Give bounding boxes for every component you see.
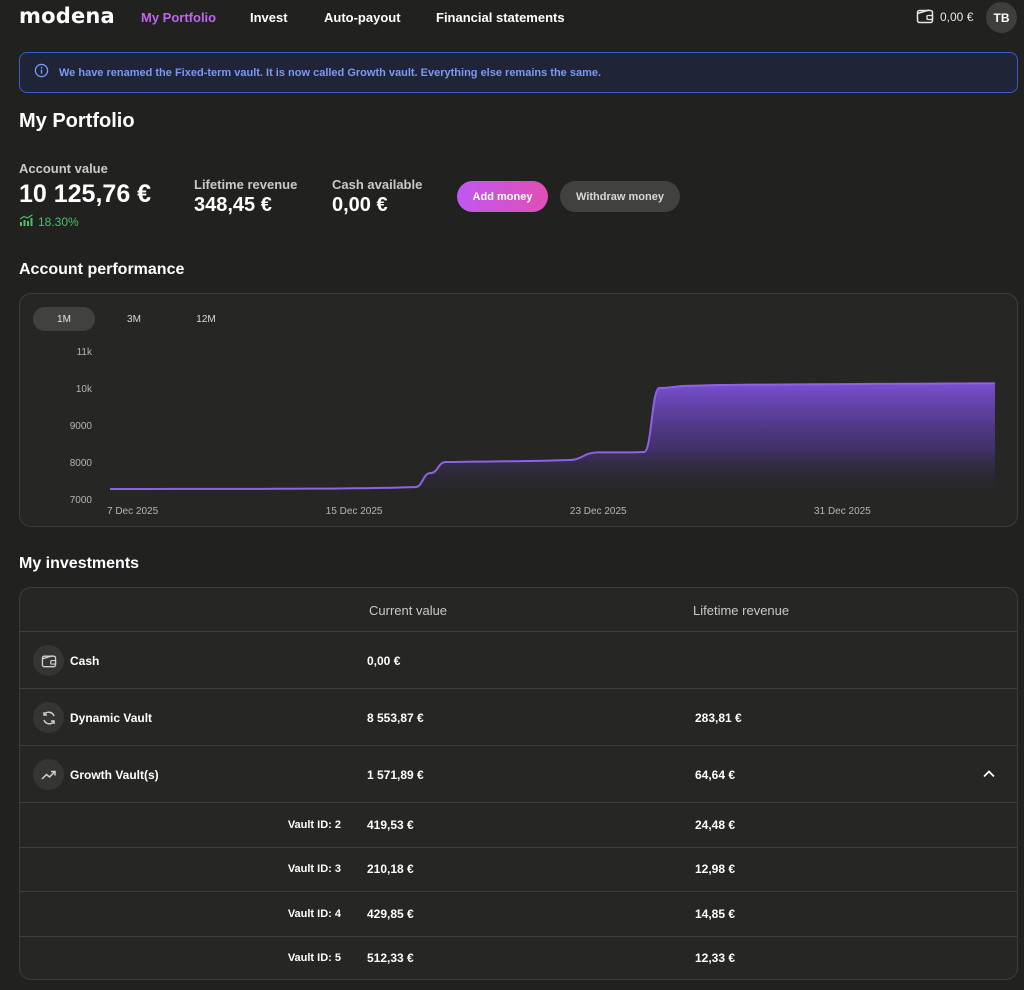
nav-auto-payout[interactable]: Auto-payout bbox=[324, 10, 401, 25]
lifetime-revenue-label: Lifetime revenue bbox=[194, 177, 298, 192]
account-value: 10 125,76 € bbox=[19, 180, 152, 208]
performance-area bbox=[110, 383, 995, 499]
y-tick-label: 8000 bbox=[70, 458, 93, 469]
current-value-cell: 1 571,89 € bbox=[367, 768, 424, 782]
range-tab-12m[interactable]: 12M bbox=[196, 313, 216, 325]
info-icon bbox=[34, 63, 49, 83]
nav-invest[interactable]: Invest bbox=[250, 10, 288, 25]
table-row-cash[interactable]: Cash 0,00 € bbox=[20, 632, 1017, 689]
performance-chart: 7000 8000 9000 10k 11k 7 Dec 2025 15 Dec 2025 2… bbox=[70, 347, 996, 517]
performance-chart-card: 1M 3M 12M 7000 8000 9000 10k 11k 7 Dec 2025 15… bbox=[19, 293, 1018, 527]
wallet-icon bbox=[916, 8, 934, 27]
table-row-dynamic-vault[interactable]: Dynamic Vault 8 553,87 € 283,81 € bbox=[20, 689, 1017, 746]
x-tick-label: 31 Dec 2025 bbox=[814, 506, 871, 517]
performance-line bbox=[109, 382, 996, 491]
account-value-label: Account value bbox=[19, 161, 108, 176]
range-tab-1m[interactable]: 1M bbox=[33, 307, 95, 331]
info-banner: We have renamed the Fixed-term vault. It… bbox=[19, 52, 1018, 93]
avatar[interactable]: TB bbox=[986, 2, 1017, 33]
y-tick-label: 7000 bbox=[70, 495, 93, 506]
nav-my-portfolio[interactable]: My Portfolio bbox=[141, 10, 217, 25]
chevron-up-icon[interactable] bbox=[982, 767, 996, 786]
vault-id-label: Vault ID: 5 bbox=[287, 952, 341, 964]
vault-lifetime-revenue: 12,98 € bbox=[695, 862, 736, 876]
growth-indicator: 18.30% bbox=[19, 214, 79, 229]
withdraw-money-button[interactable]: Withdraw money bbox=[560, 181, 680, 212]
vault-row[interactable]: Vault ID: 2 419,53 € 24,48 € bbox=[20, 803, 1017, 848]
wallet-balance-button[interactable]: 0,00 € bbox=[916, 8, 973, 26]
y-tick-label: 11k bbox=[77, 347, 93, 358]
column-header-lifetime-revenue: Lifetime revenue bbox=[693, 603, 790, 618]
add-money-button[interactable]: Add money bbox=[457, 181, 548, 212]
row-name: Dynamic Vault bbox=[70, 711, 153, 725]
vault-current-value: 512,33 € bbox=[367, 951, 414, 965]
current-value-cell: 0,00 € bbox=[367, 654, 401, 668]
vault-id-label: Vault ID: 4 bbox=[287, 908, 341, 920]
range-tab-3m[interactable]: 3M bbox=[127, 313, 141, 325]
vault-current-value: 210,18 € bbox=[367, 862, 414, 876]
vault-lifetime-revenue: 12,33 € bbox=[695, 951, 736, 965]
modena-logo[interactable]: modena bbox=[19, 4, 115, 28]
x-tick-label: 7 Dec 2025 bbox=[107, 506, 159, 517]
page-title: My Portfolio bbox=[19, 110, 135, 132]
y-tick-label: 10k bbox=[76, 384, 93, 395]
vault-lifetime-revenue: 14,85 € bbox=[695, 907, 736, 921]
x-tick-label: 15 Dec 2025 bbox=[326, 506, 383, 517]
vault-row[interactable]: Vault ID: 3 210,18 € 12,98 € bbox=[20, 848, 1017, 892]
growth-value: 18.30% bbox=[38, 214, 79, 229]
top-navigation: modena My Portfolio Invest Auto-payout F… bbox=[0, 0, 1024, 34]
row-name: Growth Vault(s) bbox=[70, 768, 159, 782]
my-investments-title: My investments bbox=[19, 555, 140, 572]
lifetime-revenue-cell: 64,64 € bbox=[695, 768, 736, 782]
cash-available-value: 0,00 € bbox=[332, 194, 388, 216]
y-tick-label: 9000 bbox=[70, 421, 93, 432]
vault-current-value: 419,53 € bbox=[367, 818, 414, 832]
trend-up-icon bbox=[33, 759, 64, 790]
current-value-cell: 8 553,87 € bbox=[367, 711, 424, 725]
column-header-current-value: Current value bbox=[369, 603, 448, 618]
vault-current-value: 429,85 € bbox=[367, 907, 414, 921]
wallet-icon bbox=[33, 645, 64, 676]
vault-row[interactable]: Vault ID: 4 429,85 € 14,85 € bbox=[20, 892, 1017, 937]
lifetime-revenue-cell: 283,81 € bbox=[695, 711, 742, 725]
vault-row[interactable]: Vault ID: 5 512,33 € 12,33 € bbox=[20, 937, 1017, 979]
lifetime-revenue-value: 348,45 € bbox=[194, 194, 272, 216]
x-tick-label: 23 Dec 2025 bbox=[570, 506, 627, 517]
refresh-icon bbox=[33, 702, 64, 733]
cash-available-label: Cash available bbox=[332, 177, 423, 192]
row-name: Cash bbox=[70, 654, 100, 668]
bar-chart-up-icon bbox=[19, 214, 34, 229]
wallet-balance: 0,00 € bbox=[940, 10, 974, 24]
banner-text: We have renamed the Fixed-term vault. It… bbox=[59, 66, 602, 79]
table-row-growth-vaults[interactable]: Growth Vault(s) 1 571,89 € 64,64 € bbox=[20, 746, 1017, 803]
account-performance-title: Account performance bbox=[19, 261, 185, 278]
vault-lifetime-revenue: 24,48 € bbox=[695, 818, 736, 832]
vault-id-label: Vault ID: 3 bbox=[287, 863, 341, 875]
table-header: Current value Lifetime revenue bbox=[20, 588, 1017, 632]
nav-financial-statements[interactable]: Financial statements bbox=[436, 10, 565, 25]
investments-table: Current value Lifetime revenue Cash 0,00… bbox=[19, 587, 1018, 980]
vault-id-label: Vault ID: 2 bbox=[287, 819, 341, 831]
